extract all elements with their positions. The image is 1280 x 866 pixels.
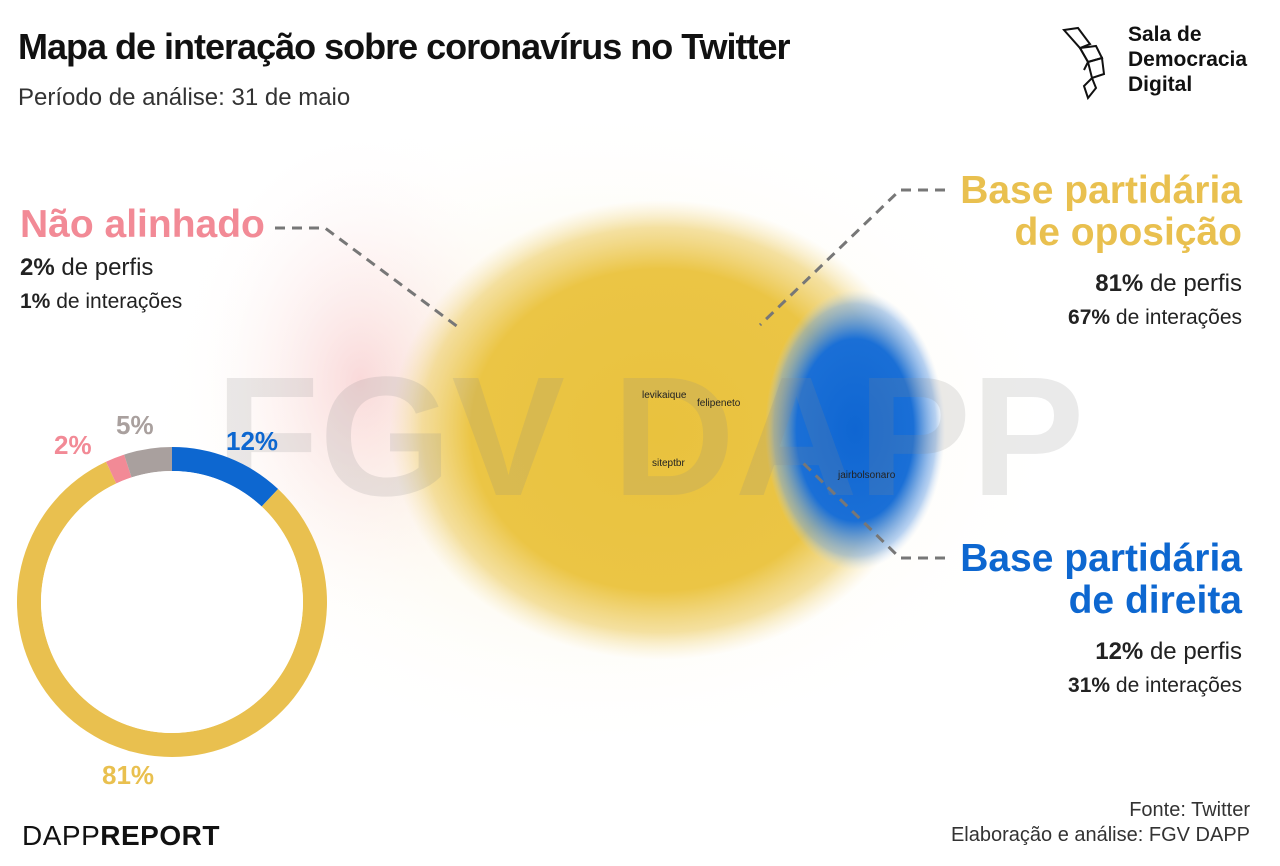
interacoes-label: de interações (1110, 306, 1242, 329)
donut-hole (41, 471, 303, 733)
page-title: Mapa de interação sobre coronavírus no T… (18, 26, 791, 67)
opposition-cluster (390, 200, 930, 660)
watermark: FGV DAPP (215, 342, 1084, 532)
group-oposicao: Base partidária de oposição 81% de perfi… (960, 170, 1242, 330)
source-text: Fonte: Twitter (1129, 799, 1250, 821)
leader-line-direita (798, 458, 945, 560)
donut-label-nao-alinhado: 2% (54, 430, 92, 460)
sala-democracia-logo-icon (1062, 26, 1106, 100)
leader-line-oposicao (758, 188, 945, 327)
group-name: de direita (1068, 579, 1242, 622)
donut-label-oposicao: 81% (102, 760, 155, 790)
group-name: Base partidária (960, 537, 1242, 580)
interacoes-label: de interações (1110, 674, 1242, 697)
brand-bold: REPORT (100, 820, 220, 851)
interacoes-label: de interações (50, 290, 183, 313)
node-label: jairbolsonaro (838, 470, 896, 481)
group-name: de oposição (1014, 211, 1242, 254)
interacoes-value: 31% (1068, 674, 1111, 697)
node-label: levikaique (642, 390, 687, 401)
donut-chart (16, 447, 327, 757)
group-nao-alinhado: Não alinhado 2% de perfis 1% de interaçõ… (20, 204, 265, 314)
logo-line: Democracia (1128, 48, 1248, 71)
donut-label-outros: 5% (116, 410, 154, 440)
group-direita: Base partidária de direita 12% de perfis… (960, 538, 1242, 698)
perfis-value: 2% (20, 254, 55, 281)
perfis-value: 12% (1095, 638, 1144, 665)
node-label: felipeneto (697, 398, 741, 409)
interacoes-value: 1% (20, 290, 51, 313)
node-label: siteptbr (652, 458, 685, 469)
interacoes-value: 67% (1068, 306, 1111, 329)
perfis-label: de perfis (1143, 638, 1242, 665)
group-name: Base partidária (960, 169, 1242, 212)
perfis-value: 81% (1095, 270, 1144, 297)
right-wing-cluster (765, 290, 945, 570)
logo-text: Sala de Democracia Digital (1128, 22, 1247, 97)
dapp-report-logo: DAPPREPORT (22, 820, 220, 852)
donut-slice-direita (172, 447, 279, 507)
credits-text: Elaboração e análise: FGV DAPP (950, 824, 1250, 846)
donut-label-direita: 12% (226, 426, 279, 456)
source-note: Fonte: Twitter Elaboração e análise: FGV… (951, 798, 1250, 848)
group-name: Não alinhado (20, 203, 265, 246)
perfis-label: de perfis (54, 254, 154, 281)
page-subtitle: Período de análise: 31 de maio (18, 84, 351, 111)
brand-light: DAPP (22, 820, 101, 851)
donut-slice-outros (124, 447, 172, 478)
perfis-label: de perfis (1143, 270, 1242, 297)
donut-slice-nao-alinhado (106, 454, 132, 484)
logo-line: Digital (1128, 73, 1193, 96)
logo-line: Sala de (1128, 23, 1202, 46)
